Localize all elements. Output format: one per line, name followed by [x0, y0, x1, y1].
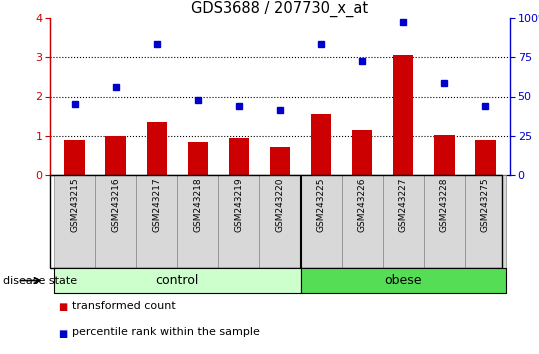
- Bar: [311, 114, 331, 175]
- Bar: [177, 175, 218, 268]
- Text: GSM243220: GSM243220: [275, 178, 285, 232]
- Text: GSM243227: GSM243227: [399, 178, 407, 232]
- Text: GSM243216: GSM243216: [111, 178, 120, 233]
- Text: GSM243215: GSM243215: [70, 178, 79, 233]
- Bar: [147, 122, 167, 175]
- Bar: [229, 138, 249, 175]
- Bar: [393, 55, 413, 175]
- Bar: [352, 130, 372, 175]
- Text: GSM243228: GSM243228: [440, 178, 449, 232]
- Text: GSM243226: GSM243226: [358, 178, 367, 232]
- Bar: [301, 175, 342, 268]
- Bar: [218, 175, 259, 268]
- Text: control: control: [156, 274, 199, 287]
- Text: transformed count: transformed count: [72, 301, 175, 310]
- Bar: [301, 268, 506, 293]
- Text: disease state: disease state: [3, 275, 77, 285]
- Bar: [424, 175, 465, 268]
- Bar: [342, 175, 383, 268]
- Bar: [136, 175, 177, 268]
- Bar: [95, 175, 136, 268]
- Text: GSM243219: GSM243219: [234, 178, 244, 233]
- Text: GSM243275: GSM243275: [481, 178, 490, 233]
- Title: GDS3688 / 207730_x_at: GDS3688 / 207730_x_at: [191, 0, 369, 17]
- Text: obese: obese: [384, 274, 422, 287]
- Bar: [259, 175, 301, 268]
- Bar: [465, 175, 506, 268]
- Bar: [54, 175, 95, 268]
- Bar: [64, 140, 85, 175]
- Bar: [270, 147, 291, 175]
- Text: ■: ■: [58, 329, 67, 339]
- Bar: [188, 142, 208, 175]
- Bar: [106, 136, 126, 175]
- Text: GSM243225: GSM243225: [316, 178, 326, 232]
- Bar: [383, 175, 424, 268]
- Text: GSM243217: GSM243217: [153, 178, 161, 233]
- Text: percentile rank within the sample: percentile rank within the sample: [72, 327, 259, 337]
- Bar: [54, 268, 301, 293]
- Bar: [475, 140, 496, 175]
- Text: GSM243218: GSM243218: [194, 178, 202, 233]
- Bar: [434, 135, 454, 175]
- Text: ■: ■: [58, 302, 67, 312]
